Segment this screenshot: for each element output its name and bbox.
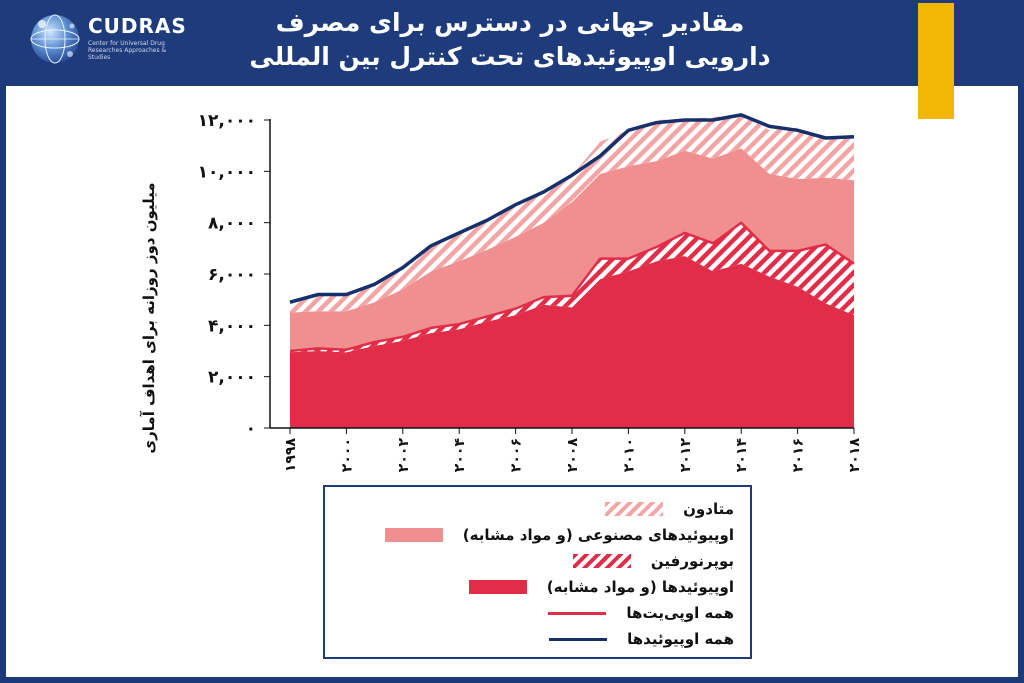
x-tick-label: ۲۰۰۶ <box>509 438 525 472</box>
x-tick-label: ۲۰۱۶ <box>791 438 807 472</box>
page-title: مقادیر جهانی در دسترس برای مصرف دارویی ا… <box>230 6 790 74</box>
x-tick-label: ۲۰۰۸ <box>565 438 581 473</box>
legend-label: بوپرنورفین <box>650 552 734 570</box>
area-chart: ۰ ۲,۰۰۰ ۴,۰۰۰ ۶,۰۰۰ ۸,۰۰۰ ۱۰,۰۰۰ ۱۲,۰۰۰ ۱۹۹۸ ۲۰… <box>140 111 863 472</box>
x-tick-label: ۱۹۹۸ <box>283 438 299 473</box>
line-series <box>289 113 855 353</box>
accent-bar <box>918 3 954 119</box>
y-tick-label: ۲,۰۰۰ <box>208 368 256 388</box>
area-layers <box>290 113 854 428</box>
legend-item: اوپیوئیدهای مصنوعی (و مواد مشابه) <box>384 523 734 547</box>
legend-item: اوپیوئیدها (و مواد مشابه) <box>468 575 734 599</box>
legend-item: همه اوپی‌یت‌ها <box>548 601 734 625</box>
y-tick-label: ۶,۰۰۰ <box>208 265 256 285</box>
y-tick-label: ۱۰,۰۰۰ <box>198 162 256 182</box>
legend-label: اوپیوئیدها (و مواد مشابه) <box>546 578 734 596</box>
cudras-logo: CUDRAS Center for Universal Drug Researc… <box>26 10 186 76</box>
legend-item: بوپرنورفین <box>572 549 734 573</box>
y-tick-label: ۴,۰۰۰ <box>208 316 256 336</box>
x-axis-ticks: ۱۹۹۸ ۲۰۰۰ ۲۰۰۲ ۲۰۰۴ ۲۰۰۶ ۲۰۰۸ ۲۰۱۰ ۲۰۱۲ ۲۰۱۴ ۲۰۱۶… <box>283 428 863 472</box>
legend-item: همه اوپیوئیدها <box>549 627 734 651</box>
title-line-1: مقادیر جهانی در دسترس برای مصرف <box>275 8 745 37</box>
legend-item: متادون <box>605 497 734 521</box>
legend-label: اوپیوئیدهای مصنوعی (و مواد مشابه) <box>462 526 734 544</box>
all-opiates-line <box>289 221 855 353</box>
all-opioids-swatch <box>549 637 608 641</box>
y-axis-label: میلیون دوز روزانه برای اهداف آماری <box>140 182 158 453</box>
methadone-swatch <box>605 502 664 516</box>
x-tick-label: ۲۰۰۲ <box>396 438 412 473</box>
y-tick-label: ۱۲,۰۰۰ <box>198 111 256 131</box>
legend-label: همه اوپیوئیدها <box>627 630 734 648</box>
opioids-swatch <box>468 580 527 594</box>
y-tick-label: ۸,۰۰۰ <box>208 214 256 234</box>
chart-panel: ۰ ۲,۰۰۰ ۴,۰۰۰ ۶,۰۰۰ ۸,۰۰۰ ۱۰,۰۰۰ ۱۲,۰۰۰ ۱۹۹۸ ۲۰… <box>6 86 1018 677</box>
x-tick-label: ۲۰۱۰ <box>621 438 637 472</box>
all-opiates-swatch <box>548 611 607 615</box>
legend-label: متادون <box>683 500 734 518</box>
buprenorphine-area <box>290 222 854 353</box>
logo-name: CUDRAS <box>88 14 187 38</box>
globe-icon <box>30 14 80 64</box>
buprenorphine-swatch <box>572 554 631 568</box>
methadone-area <box>290 113 854 313</box>
x-tick-label: ۲۰۱۲ <box>678 438 694 473</box>
synthetic-opioids-area <box>290 148 854 351</box>
x-tick-label: ۲۰۱۴ <box>734 438 750 473</box>
synthetic-opioids-swatch <box>384 528 443 542</box>
opioids-area <box>290 256 854 428</box>
y-axis-ticks: ۰ ۲,۰۰۰ ۴,۰۰۰ ۶,۰۰۰ ۸,۰۰۰ ۱۰,۰۰۰ ۱۲,۰۰۰ <box>198 111 270 439</box>
all-opioids-line <box>289 113 855 304</box>
title-line-2: دارویی اوپیوئیدهای تحت کنترل بین المللی <box>249 42 771 71</box>
logo-subtitle: Center for Universal Drug Researches App… <box>88 40 167 61</box>
x-tick-label: ۲۰۱۸ <box>847 438 863 473</box>
x-tick-label: ۲۰۰۰ <box>339 438 355 472</box>
y-tick-label: ۰ <box>246 419 256 439</box>
legend-label: همه اوپی‌یت‌ها <box>626 604 734 622</box>
header-bar: CUDRAS Center for Universal Drug Researc… <box>0 0 1024 86</box>
chart-legend: متادون اوپیوئیدهای مصنوعی (و مواد مشابه) ب… <box>323 485 752 659</box>
x-tick-label: ۲۰۰۴ <box>452 438 468 473</box>
